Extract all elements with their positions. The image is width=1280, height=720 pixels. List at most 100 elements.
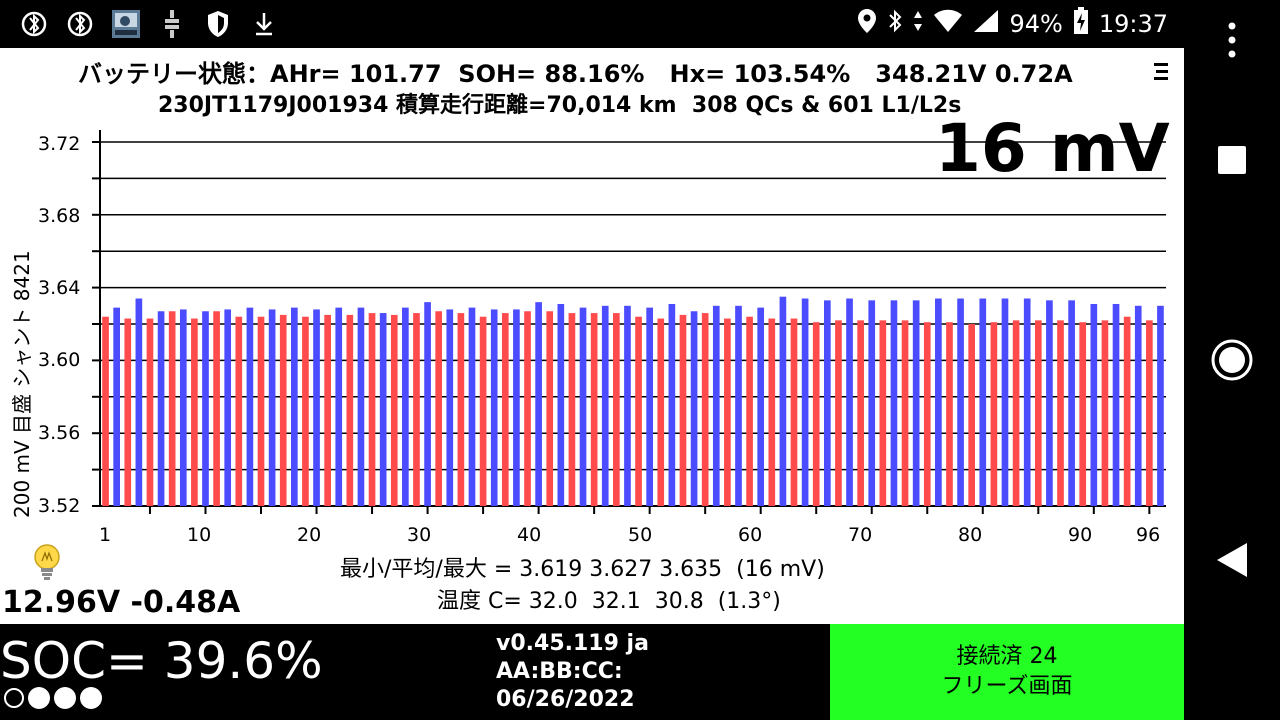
- soc-readout: SOC= 39.6%: [0, 632, 323, 690]
- cell-voltage-bar: [279, 314, 287, 506]
- cell-voltage-bar: [779, 296, 787, 506]
- version-date: 06/26/2022: [496, 687, 635, 712]
- y-tick-label: 3.60: [38, 349, 81, 371]
- cell-voltage-bar: [435, 311, 443, 506]
- cell-voltage-bar: [712, 305, 720, 506]
- cell-voltage-bar: [357, 307, 365, 506]
- battery-charging-icon: [1073, 7, 1089, 41]
- cell-voltage-bar: [268, 309, 276, 506]
- cell-voltage-bar: [1057, 320, 1064, 506]
- voltage-spread-label: 16 mV: [935, 110, 1170, 187]
- status-dot: [54, 687, 76, 709]
- download-icon: [248, 8, 280, 40]
- cell-voltage-bar: [457, 313, 465, 506]
- cell-voltage-bar: [846, 298, 853, 506]
- cell-voltage-bar: [801, 298, 809, 506]
- cell-voltage-bar: [535, 302, 542, 506]
- cell-voltage-bar: [979, 298, 987, 506]
- cell-voltage-bar: [790, 318, 798, 506]
- cell-voltage-bar: [302, 316, 309, 506]
- data-transfer-icon: [913, 8, 923, 40]
- cell-voltage-bar: [1001, 298, 1009, 506]
- cell-voltage-bar: [1034, 320, 1042, 506]
- cell-voltage-bar: [1134, 305, 1142, 506]
- cell-voltage-bar: [923, 322, 931, 506]
- cell-voltage-bar: [124, 318, 132, 506]
- cell-voltage-bar: [402, 307, 409, 506]
- bluetooth-app-icon: [18, 8, 50, 40]
- cell-voltage-bar: [935, 298, 942, 506]
- cell-voltage-bar: [1046, 300, 1053, 506]
- status-dot: [4, 688, 24, 708]
- back-icon: [1217, 543, 1247, 577]
- cell-voltage-bar: [157, 311, 165, 506]
- cell-voltage-bar: [235, 316, 243, 506]
- temperature-stats: 温度 C= 32.0 32.1 30.8 (1.3°): [437, 589, 781, 614]
- cell-voltage-bar: [624, 305, 631, 506]
- cell-voltage-bar: [213, 311, 220, 506]
- y-tick-label: 3.68: [38, 205, 81, 227]
- cell-voltage-bar: [368, 313, 376, 506]
- freeze-screen-label: フリーズ画面: [941, 674, 1073, 699]
- cell-voltage-bar: [524, 311, 531, 506]
- cell-voltage-bar: [768, 318, 776, 506]
- cell-voltage-bar: [857, 320, 864, 506]
- cell-voltage-bar: [446, 309, 454, 506]
- cell-voltage-bar: [113, 307, 120, 506]
- cell-voltage-bar: [701, 313, 709, 506]
- battery-status-line: バッテリー状態：AHr= 101.77 SOH= 88.16% Hx= 103.…: [78, 60, 1073, 88]
- cell-voltage-bar: [335, 307, 343, 506]
- home-button[interactable]: [1184, 320, 1280, 400]
- menu-icon[interactable]: [1150, 60, 1174, 84]
- cell-voltage-bar: [757, 307, 765, 506]
- cell-voltage-bar: [346, 314, 354, 506]
- location-icon: [857, 8, 877, 40]
- freeze-screen-button[interactable]: 接続済 24 フリーズ画面: [830, 624, 1184, 720]
- x-tick-label: 90: [1068, 524, 1093, 546]
- bottom-panel: SOC= 39.6% v0.45.119 ja AA:BB:CC: 06/26/…: [0, 624, 1184, 720]
- cell-voltage-bar: [246, 307, 254, 506]
- recents-button[interactable]: [1184, 120, 1280, 200]
- cell-voltage-bar: [668, 303, 676, 506]
- cell-voltage-bar: [1146, 320, 1153, 506]
- cell-voltage-bar: [179, 309, 187, 506]
- cell-voltage-bar: [313, 309, 320, 506]
- cell-voltage-bar: [1023, 298, 1031, 506]
- cell-voltage-bar: [1157, 305, 1164, 506]
- y-tick-label: 3.64: [38, 277, 81, 299]
- cell-voltage-bar: [1079, 322, 1087, 506]
- x-tick-label: 60: [738, 524, 763, 546]
- x-tick-label: 40: [517, 524, 542, 546]
- cell-voltage-chart: [92, 130, 1166, 514]
- back-button[interactable]: [1184, 520, 1280, 600]
- cell-voltage-bar: [890, 300, 898, 506]
- cell-voltage-bar: [568, 313, 576, 506]
- navigation-bar: [1184, 0, 1280, 720]
- image-app-icon: [110, 8, 142, 40]
- status-dot: [28, 687, 50, 709]
- vehicle-info-line: 230JT1179J001934 積算走行距離=70,014 km 308 QC…: [158, 93, 962, 118]
- cell-voltage-bar: [1012, 320, 1020, 506]
- cell-voltage-bar: [957, 298, 964, 506]
- cell-voltage-bar: [579, 307, 587, 506]
- bluetooth-app-icon: [64, 8, 96, 40]
- cell-voltage-bar: [823, 300, 831, 506]
- cell-voltage-bar: [868, 300, 876, 506]
- min-avg-max-stats: 最小/平均/最大 = 3.619 3.627 3.635 (16 mV): [340, 557, 825, 582]
- cell-voltage-bar: [135, 298, 143, 506]
- cell-voltage-bar: [413, 313, 420, 506]
- x-tick-label: 10: [187, 524, 212, 546]
- cellular-signal-icon: [973, 9, 999, 39]
- cell-voltage-bar: [735, 305, 742, 506]
- overflow-menu-button[interactable]: [1184, 0, 1280, 80]
- home-icon: [1211, 339, 1253, 381]
- cell-voltage-bar: [1123, 316, 1131, 506]
- notification-icons: [18, 8, 280, 40]
- cell-voltage-bar: [202, 311, 209, 506]
- lightbulb-icon[interactable]: [30, 543, 64, 583]
- y-tick-label: 3.52: [38, 495, 81, 517]
- cell-voltage-bar: [912, 300, 920, 506]
- bluetooth-icon: [887, 8, 903, 40]
- cell-voltage-bar: [479, 316, 487, 506]
- cell-voltage-bar: [635, 316, 642, 506]
